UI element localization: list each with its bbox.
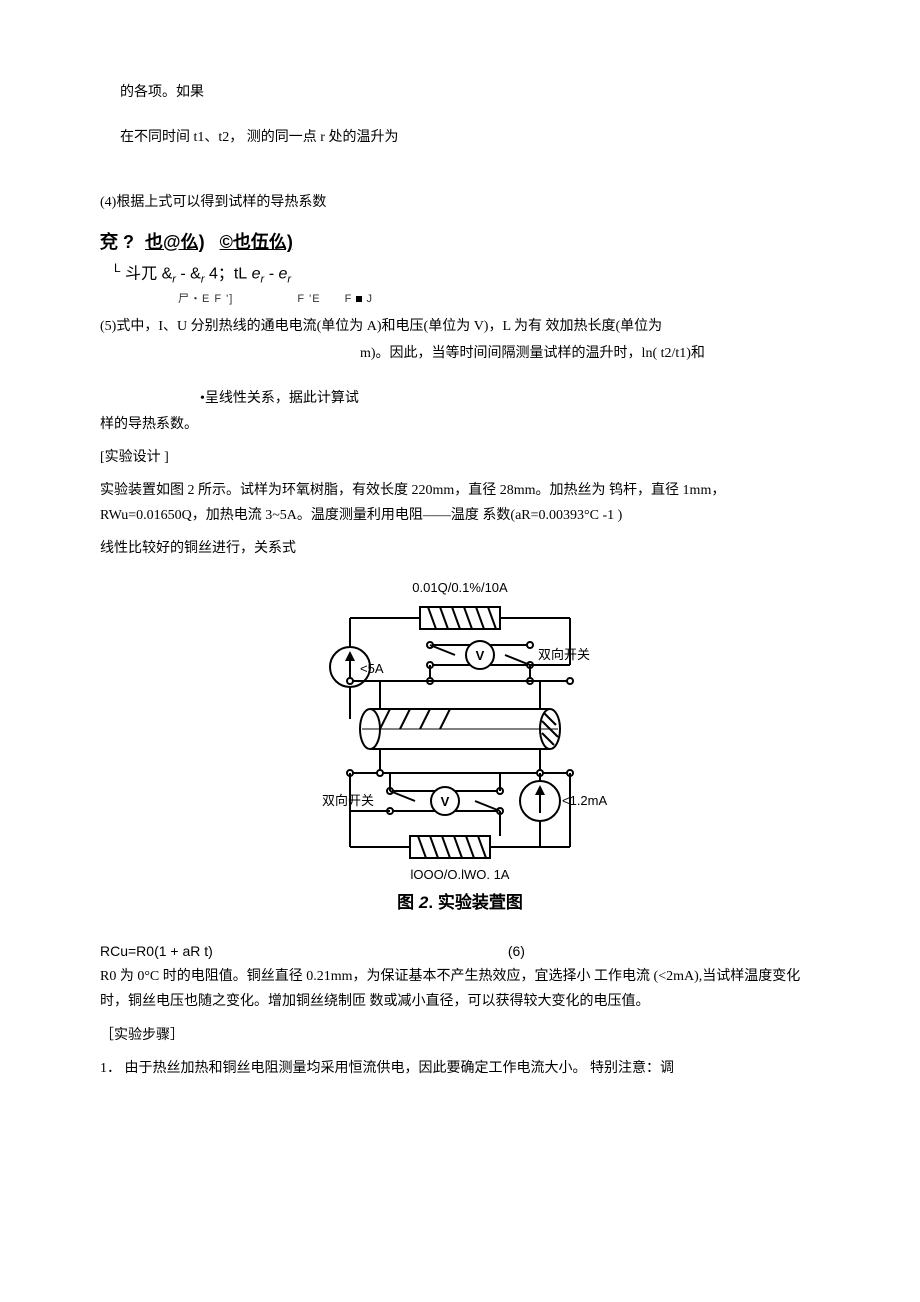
formula-frag-a: 兗 ? (100, 232, 134, 252)
paragraph-apparatus: 实验装置如图 2 所示。试样为环氧树脂，有效长度 220mm，直径 28mm。加… (100, 478, 820, 528)
paragraph-eq5-b: m)。因此，当等时间间隔测量试样的温升时，ln( t2/t1)和 (360, 341, 820, 366)
paragraph-fragment: 的各项。如果 (120, 80, 820, 105)
right-source-label-text: <1.2mA (562, 793, 607, 808)
figure-caption-post: . 实验装萓图 (428, 893, 522, 912)
svg-text:V: V (476, 648, 485, 663)
formula-line-2: L 斗兀 &r - &r 4；tL er - er (114, 258, 820, 290)
figure-caption: 图 2. 实验装萓图 (100, 888, 820, 919)
paragraph-r0: R0 为 0°C 时的电阻值。铜丝直径 0.21mm，为保证基本不产生热效应，宜… (100, 964, 820, 1014)
figure-top-resistor-label: 0.01Q/0.1%/10A (100, 576, 820, 599)
top-switch-label-text: 双向开关 (538, 647, 590, 662)
equation-6-number: (6) (213, 939, 820, 964)
equation-6-lhs: RCu=R0(1 + aR t) (100, 939, 213, 964)
formula-aft: 4；tL (205, 265, 248, 282)
equation-6-row: RCu=R0(1 + aR t) (6) (100, 939, 820, 964)
paragraph-eq5-a: (5)式中，I、U 分别热线的通电电流(单位为 A)和电压(单位为 V)，L 为… (100, 314, 820, 339)
formula3-b: F 'E (297, 293, 320, 305)
paragraph-eq4-intro: (4)根据上式可以得到试样的导热系数 (100, 190, 820, 215)
formula3-c: F (345, 293, 353, 305)
paragraph-eq5-c: •呈线性关系，据此计算试 (200, 386, 820, 411)
formula-block: 兗 ? 也@仫) ©也伍仫) L 斗兀 &r - &r 4；tL er - er… (100, 226, 820, 311)
formula3-d: J (367, 293, 374, 305)
figure-caption-pre: 图 (397, 893, 414, 912)
formula-e2: - e (264, 265, 287, 282)
formula-e1: e (247, 265, 260, 282)
formula-pre: 斗兀 & (125, 265, 172, 282)
formula-frag-u1: 也@仫) (145, 232, 205, 252)
formula-e2s: r (287, 273, 291, 285)
formula-line-3: 尸・E F '] F 'E F J (178, 290, 820, 310)
formula-mid: - & (176, 265, 201, 282)
step-1: 1． 由于热丝加热和铜丝电阻测量均采用恒流供电，因此要确定工作电流大小。 特别注… (100, 1056, 820, 1081)
section-experiment-steps: ［实验步骤］ (100, 1023, 820, 1048)
section-experiment-design: [实验设计 ] (100, 445, 820, 470)
bottom-switch-label-text: 双向开关 (322, 793, 374, 808)
formula3-a: 尸・E F '] (178, 293, 233, 305)
figure-caption-num: 2 (419, 893, 428, 912)
filled-square-icon (356, 296, 362, 302)
formula-line-1: 兗 ? 也@仫) ©也伍仫) (100, 226, 820, 258)
paragraph-conductivity: 样的导热系数。 (100, 412, 820, 437)
circuit-diagram-svg: <5A V 双向开关 (310, 601, 610, 861)
formula-frag-u2: ©也伍仫) (220, 232, 293, 252)
formula-sup-L: L (114, 261, 121, 275)
left-source-label-text: <5A (360, 661, 384, 676)
figure-bottom-resistor-label: lOOO/O.lWO. 1A (100, 863, 820, 886)
paragraph-copper-wire: 线性比较好的铜丝进行，关系式 (100, 536, 820, 561)
paragraph-time-measure: 在不同时间 t1、t2， 测的同一点 r 处的温升为 (120, 125, 820, 150)
svg-text:V: V (441, 794, 450, 809)
figure-2: 0.01Q/0.1%/10A <5A (100, 576, 820, 919)
